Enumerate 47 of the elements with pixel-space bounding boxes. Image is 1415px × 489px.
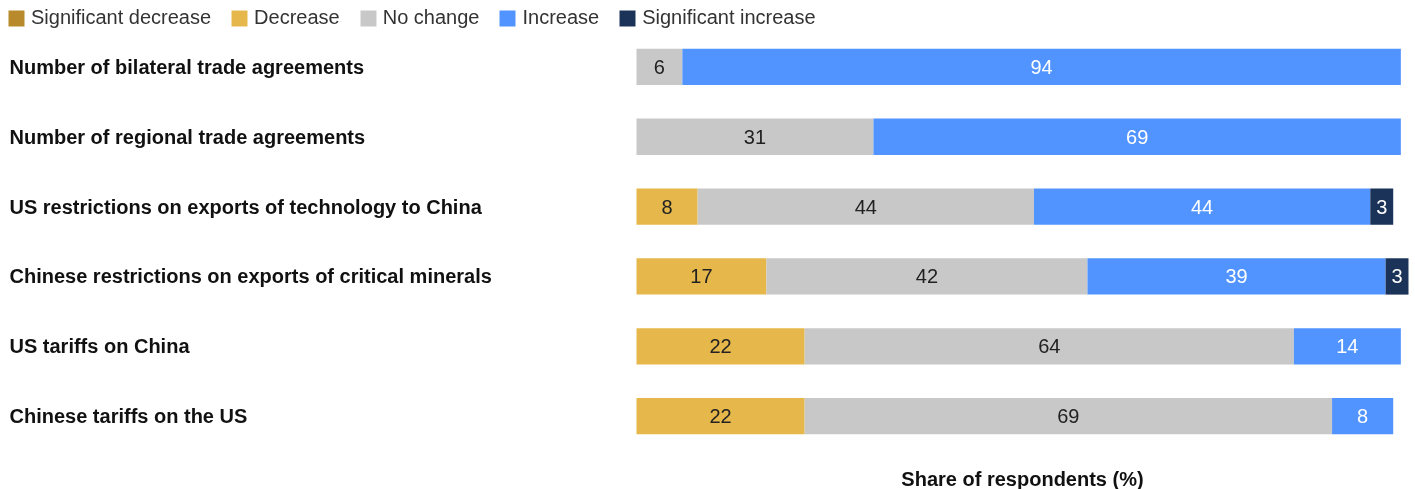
bar <box>1087 258 1386 295</box>
bar <box>766 258 1088 295</box>
legend-label: Significant decrease <box>31 6 212 29</box>
data-label: 39 <box>1225 265 1248 288</box>
y-tick-label: Number of regional trade agreements <box>9 125 366 148</box>
data-label: 6 <box>653 55 665 78</box>
bar <box>636 118 874 155</box>
data-label: 44 <box>1191 195 1214 218</box>
data-label: 3 <box>1376 195 1388 218</box>
legend-label: Increase <box>522 6 600 29</box>
data-label: 8 <box>661 195 673 218</box>
bar <box>804 397 1333 435</box>
legend-label: Significant increase <box>642 6 816 29</box>
legend-label: No change <box>382 6 480 29</box>
data-label: 22 <box>709 335 732 358</box>
y-tick-label: Number of bilateral trade agreements <box>9 55 365 78</box>
y-tick-label: Chinese restrictions on exports of critical minerals <box>9 265 492 288</box>
bar <box>1033 188 1371 225</box>
bar <box>697 188 1034 225</box>
data-label: 14 <box>1336 335 1359 358</box>
data-label: 44 <box>854 195 877 218</box>
bar <box>1293 328 1401 365</box>
data-label: 94 <box>1030 55 1053 78</box>
data-label: 69 <box>1126 125 1149 148</box>
y-tick-label: US restrictions on exports of technology to China <box>9 195 483 218</box>
data-label: 69 <box>1057 405 1080 428</box>
bar <box>873 118 1401 155</box>
y-tick-label: Chinese tariffs on the US <box>9 405 248 428</box>
bar <box>804 328 1294 365</box>
data-label: 3 <box>1391 265 1403 288</box>
data-label: 17 <box>690 265 713 288</box>
legend-label: Decrease <box>254 6 340 29</box>
data-label: 64 <box>1038 335 1061 358</box>
bar <box>636 397 805 435</box>
data-label: 22 <box>709 405 732 428</box>
bar <box>1385 258 1409 295</box>
bar <box>1332 397 1394 435</box>
data-label: 42 <box>915 265 939 288</box>
bar <box>1370 188 1394 225</box>
bar <box>636 328 805 365</box>
data-label: 31 <box>743 125 767 148</box>
bar <box>636 258 767 295</box>
data-label: 8 <box>1357 405 1369 428</box>
bar <box>636 188 698 225</box>
bar <box>682 48 1401 86</box>
bar <box>636 48 683 86</box>
y-tick-label: US tariffs on China <box>9 335 191 358</box>
